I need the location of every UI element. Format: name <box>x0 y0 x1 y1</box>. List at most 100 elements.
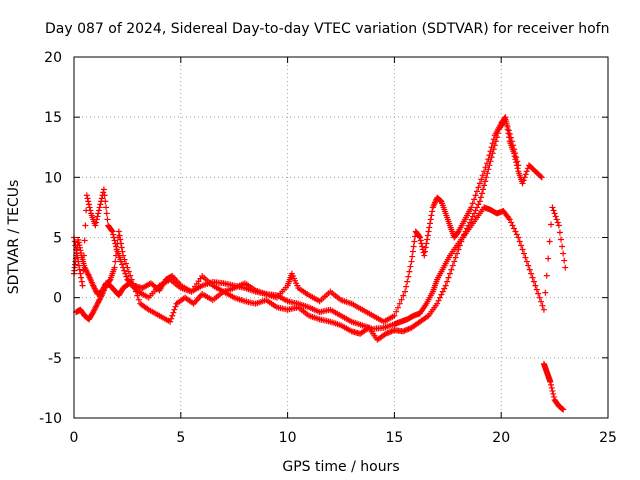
data-point-track-1 <box>542 289 549 296</box>
data-point-track-2 <box>424 236 431 243</box>
data-point-track-2 <box>76 266 83 273</box>
x-tick-label: 0 <box>70 430 79 446</box>
data-point-track-1 <box>550 207 557 214</box>
data-point-track-3 <box>125 268 132 275</box>
data-point-track-1 <box>525 262 532 269</box>
data-point-track-3 <box>485 166 492 173</box>
data-point-track-3 <box>484 170 491 177</box>
data-point-track-3 <box>492 138 499 145</box>
data-point-track-3 <box>122 260 129 267</box>
data-point-track-3 <box>116 232 123 239</box>
data-point-track-2 <box>407 263 414 270</box>
data-point-track-2 <box>81 237 88 244</box>
data-point-track-3 <box>478 190 485 197</box>
data-point-track-3 <box>455 246 462 253</box>
data-point-track-4 <box>547 378 554 385</box>
data-point-track-2 <box>111 237 118 244</box>
data-point-track-3 <box>513 154 520 161</box>
data-point-track-3 <box>128 276 135 283</box>
data-point-track-3 <box>491 142 498 149</box>
data-point-track-3 <box>509 142 516 149</box>
data-point-track-2 <box>85 198 92 205</box>
data-point-track-2 <box>122 270 129 277</box>
data-point-track-4 <box>550 393 557 400</box>
data-point-track-2 <box>121 267 128 274</box>
y-tick-label: 20 <box>44 50 62 66</box>
data-point-track-2 <box>405 273 412 280</box>
data-point-track-1 <box>538 298 545 305</box>
data-point-track-3 <box>481 182 488 189</box>
x-tick-label: 15 <box>385 430 403 446</box>
data-point-track-3 <box>490 146 497 153</box>
data-point-track-2 <box>103 210 110 217</box>
data-point-track-1 <box>508 219 515 226</box>
data-point-track-3 <box>464 225 471 232</box>
data-point-track-1 <box>545 255 552 262</box>
data-point-track-2 <box>416 233 423 240</box>
data-point-track-2 <box>409 253 416 260</box>
data-point-track-2 <box>513 159 520 166</box>
marker-layer <box>71 114 569 413</box>
data-point-track-1 <box>554 219 561 226</box>
data-point-track-3 <box>435 297 442 304</box>
data-point-track-2 <box>419 243 426 250</box>
data-point-track-3 <box>502 116 509 123</box>
data-point-track-1 <box>555 222 562 229</box>
data-point-track-2 <box>422 248 429 255</box>
data-point-track-3 <box>512 150 519 157</box>
data-point-track-2 <box>472 192 479 199</box>
data-point-track-4 <box>549 387 556 394</box>
data-point-track-2 <box>520 177 527 184</box>
data-point-track-1 <box>520 250 527 257</box>
data-point-track-3 <box>506 131 513 138</box>
data-point-track-2 <box>95 207 102 214</box>
data-point-track-2 <box>410 243 417 250</box>
data-point-track-3 <box>482 178 489 185</box>
data-point-track-2 <box>476 180 483 187</box>
data-point-track-1 <box>549 204 556 211</box>
data-point-track-2 <box>427 220 433 227</box>
data-point-track-2 <box>93 216 100 223</box>
data-point-track-1 <box>551 210 558 217</box>
data-point-track-3 <box>508 138 515 145</box>
data-point-track-3 <box>473 204 480 211</box>
data-point-track-2 <box>522 171 529 178</box>
data-point-track-2 <box>426 224 433 231</box>
data-point-track-1 <box>518 242 525 249</box>
data-point-track-3 <box>507 134 514 141</box>
data-point-track-2 <box>423 240 430 247</box>
data-point-track-2 <box>421 252 428 259</box>
data-point-track-2 <box>393 308 400 315</box>
data-point-track-2 <box>73 250 80 257</box>
data-point-track-2 <box>468 204 475 211</box>
data-point-track-3 <box>448 266 455 273</box>
data-point-track-3 <box>483 174 490 181</box>
data-point-track-2 <box>100 186 107 193</box>
data-point-track-2 <box>86 204 93 211</box>
y-tick-label: 15 <box>44 110 62 126</box>
data-point-track-1 <box>559 243 566 250</box>
data-point-track-2 <box>82 222 89 229</box>
data-point-track-1 <box>511 225 518 232</box>
data-point-track-2 <box>523 168 530 175</box>
data-point-track-3 <box>117 240 124 247</box>
data-point-track-3 <box>113 252 120 259</box>
data-point-track-1 <box>522 254 529 261</box>
data-point-track-3 <box>171 306 178 313</box>
data-point-track-2 <box>411 238 418 245</box>
data-point-track-1 <box>552 213 559 220</box>
data-point-track-2 <box>94 213 101 220</box>
data-point-track-3 <box>131 284 138 291</box>
data-point-track-2 <box>80 267 87 274</box>
data-point-track-1 <box>506 216 513 223</box>
data-point-track-2 <box>404 278 411 285</box>
data-point-track-2 <box>104 216 111 223</box>
data-point-track-2 <box>427 216 434 223</box>
data-point-track-3 <box>469 213 476 220</box>
data-point-track-1 <box>530 278 537 285</box>
data-point-track-3 <box>477 194 484 201</box>
data-point-track-2 <box>85 201 92 208</box>
data-point-track-3 <box>169 312 176 319</box>
data-point-track-3 <box>168 315 175 322</box>
data-point-track-3 <box>118 244 125 251</box>
